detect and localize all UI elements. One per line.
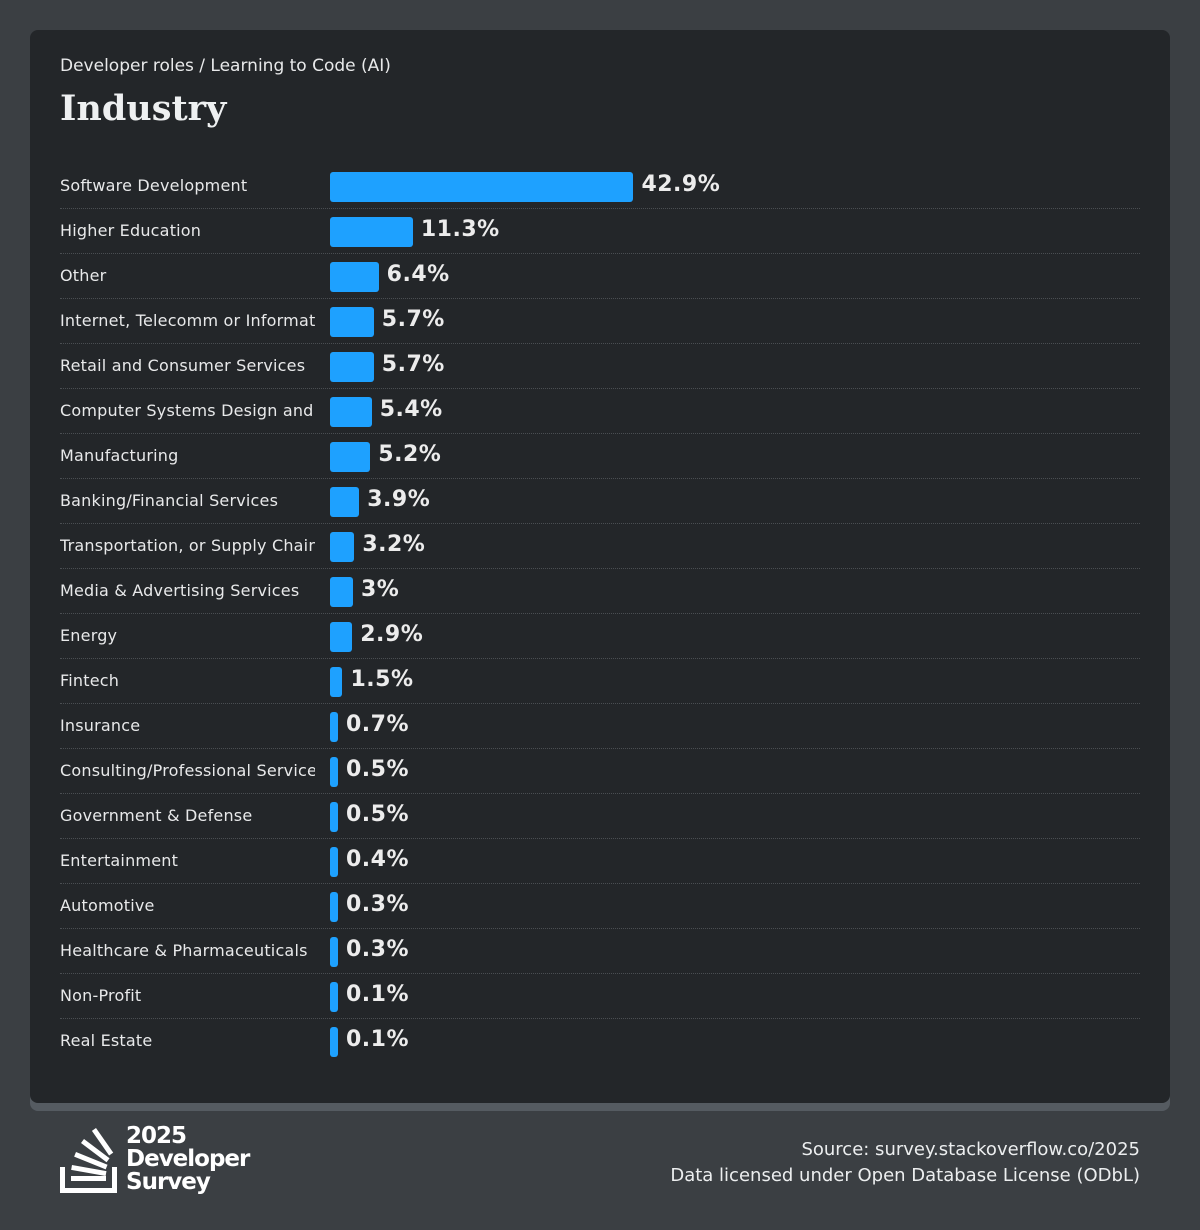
data-label: 0.5% (346, 802, 410, 827)
data-label: 5.4% (379, 397, 443, 422)
bar (330, 577, 353, 607)
data-label: 0.1% (346, 982, 410, 1007)
category-label: Entertainment (60, 851, 179, 870)
category-label: Non-Profit (60, 986, 142, 1005)
data-label: 11.3% (420, 217, 500, 242)
category-label: Transportation, or Supply Chain (60, 536, 315, 555)
bar (330, 262, 379, 292)
bar-row: Other 6.4% (60, 254, 1140, 299)
category-label: Retail and Consumer Services (60, 356, 306, 375)
category-label: Software Development (60, 176, 248, 195)
bar (330, 982, 338, 1012)
bar-row: Government & Defense 0.5% (60, 794, 1140, 839)
data-label: 5.7% (381, 352, 445, 377)
bar (330, 667, 343, 697)
bar-row: Automotive 0.3% (60, 884, 1140, 929)
category-label: Media & Advertising Services (60, 581, 300, 600)
chart-title: Industry (60, 88, 227, 129)
bar (330, 487, 360, 517)
bar (330, 172, 634, 202)
survey-logo: 2025 Developer Survey (60, 1125, 250, 1199)
data-label: 0.1% (346, 1027, 410, 1052)
data-label: 2.9% (360, 622, 424, 647)
bar-row: Media & Advertising Services 3% (60, 569, 1140, 614)
data-label: 0.5% (346, 757, 410, 782)
category-label: Energy (60, 626, 118, 645)
bar (330, 847, 338, 877)
data-label: 5.7% (381, 307, 445, 332)
bar-row: Banking/Financial Services 3.9% (60, 479, 1140, 524)
data-label: 3.9% (367, 487, 431, 512)
category-label: Automotive (60, 896, 155, 915)
bar (330, 802, 338, 832)
data-label: 0.3% (346, 937, 410, 962)
bar (330, 397, 372, 427)
category-label: Other (60, 266, 107, 285)
bar (330, 892, 338, 922)
category-label: Internet, Telecomm or Information Servic… (60, 311, 315, 330)
bar-row: Entertainment 0.4% (60, 839, 1140, 884)
data-label: 0.7% (346, 712, 410, 737)
category-label: Higher Education (60, 221, 202, 240)
bar-list: Software Development 42.9% Higher Educatio… (60, 164, 1140, 1064)
category-label: Computer Systems Design and Services (60, 401, 315, 420)
bar-row: Real Estate 0.1% (60, 1019, 1140, 1064)
bar (330, 532, 355, 562)
chart-card: Developer roles / Learning to Code (AI) … (30, 30, 1170, 1103)
category-label: Manufacturing (60, 446, 179, 465)
bar-row: Internet, Telecomm or Information Servic… (60, 299, 1140, 344)
data-label: 6.4% (386, 262, 450, 287)
bar-row: Energy 2.9% (60, 614, 1140, 659)
bar (330, 352, 374, 382)
data-label: 3% (360, 577, 400, 602)
bar (330, 217, 413, 247)
category-label: Insurance (60, 716, 141, 735)
data-label: 1.5% (350, 667, 414, 692)
logo-text: 2025 Developer Survey (126, 1123, 250, 1195)
footer-source: Source: survey.stackoverflow.co/2025 Dat… (670, 1137, 1140, 1189)
category-label: Government & Defense (60, 806, 253, 825)
bar-row: Software Development 42.9% (60, 164, 1140, 209)
bar-row: Manufacturing 5.2% (60, 434, 1140, 479)
category-label: Healthcare & Pharmaceuticals (60, 941, 308, 960)
bar-row: Transportation, or Supply Chain 3.2% (60, 524, 1140, 569)
bar (330, 307, 374, 337)
bar (330, 757, 338, 787)
bar (330, 712, 338, 742)
category-label: Banking/Financial Services (60, 491, 279, 510)
bar-row: Computer Systems Design and Services 5.4% (60, 389, 1140, 434)
license-text: Data licensed under Open Database Licens… (670, 1165, 1140, 1186)
bar-row: Higher Education 11.3% (60, 209, 1140, 254)
data-label: 0.4% (346, 847, 410, 872)
bar-row: Retail and Consumer Services 5.7% (60, 344, 1140, 389)
source-text: Source: survey.stackoverflow.co/2025 (801, 1139, 1140, 1160)
stack-logo-icon (60, 1128, 117, 1193)
bar-row: Consulting/Professional Services 0.5% (60, 749, 1140, 794)
data-label: 0.3% (346, 892, 410, 917)
bar (330, 442, 371, 472)
bar (330, 1027, 338, 1057)
category-label: Real Estate (60, 1031, 153, 1050)
data-label: 42.9% (641, 172, 721, 197)
bar (330, 937, 338, 967)
bar-row: Insurance 0.7% (60, 704, 1140, 749)
category-label: Fintech (60, 671, 120, 690)
bar (330, 622, 353, 652)
category-label: Consulting/Professional Services (60, 761, 315, 780)
bar-row: Fintech 1.5% (60, 659, 1140, 704)
breadcrumb: Developer roles / Learning to Code (AI) (60, 56, 391, 76)
bar-row: Non-Profit 0.1% (60, 974, 1140, 1019)
data-label: 3.2% (362, 532, 426, 557)
data-label: 5.2% (378, 442, 442, 467)
bar-row: Healthcare & Pharmaceuticals 0.3% (60, 929, 1140, 974)
